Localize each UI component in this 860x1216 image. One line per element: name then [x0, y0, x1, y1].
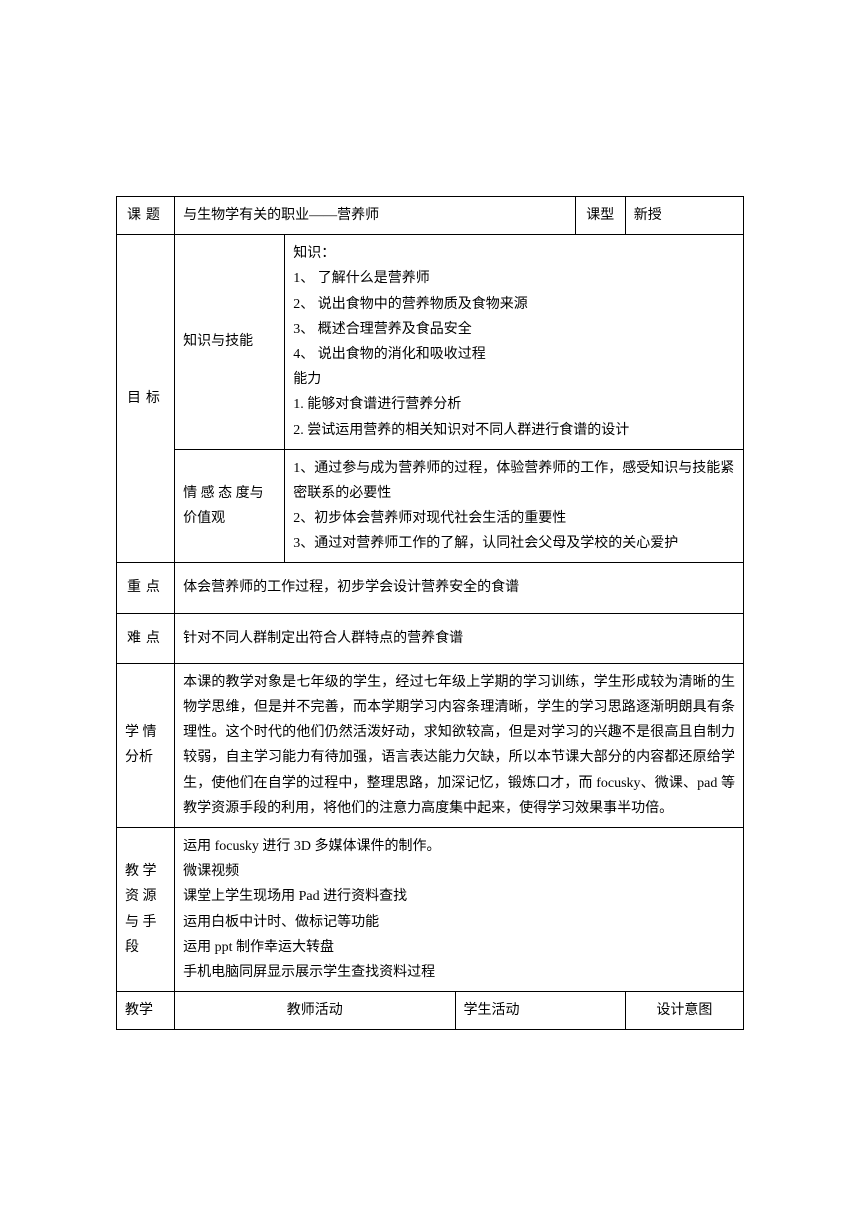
- k1: 1、 了解什么是营养师: [293, 266, 735, 291]
- a2: 2. 尝试运用营养的相关知识对不同人群进行食谱的设计: [293, 418, 735, 443]
- keypoint-label: 重点: [117, 563, 175, 613]
- r6: 手机电脑同屏显示展示学生查找资料过程: [183, 960, 735, 985]
- analysis-label: 学 情分析: [117, 663, 175, 827]
- ability-label: 能力: [293, 367, 735, 392]
- keypoint-content: 体会营养师的工作过程，初步学会设计营养安全的食谱: [175, 563, 744, 613]
- knowledge-label: 知识：: [293, 241, 735, 266]
- difficulty-label: 难点: [117, 613, 175, 663]
- knowledge-skill-content: 知识： 1、 了解什么是营养师 2、 说出食物中的营养物质及食物来源 3、 概述…: [285, 235, 744, 450]
- topic-value: 与生物学有关的职业——营养师: [175, 197, 576, 235]
- type-value: 新授: [625, 197, 743, 235]
- k4: 4、 说出食物的消化和吸收过程: [293, 342, 735, 367]
- teaching-label: 教学: [117, 992, 175, 1030]
- type-label: 课型: [575, 197, 625, 235]
- r3: 课堂上学生现场用 Pad 进行资料查找: [183, 884, 735, 909]
- values-header: 情 感 态 度与价值观: [175, 449, 285, 563]
- knowledge-skill-header: 知识与技能: [175, 235, 285, 450]
- analysis-content: 本课的教学对象是七年级的学生，经过七年级上学期的学习训练，学生形成较为清晰的生物…: [175, 663, 744, 827]
- teacher-activity-header: 教师活动: [175, 992, 455, 1030]
- resources-content: 运用 focusky 进行 3D 多媒体课件的制作。 微课视频 课堂上学生现场用…: [175, 827, 744, 991]
- r5: 运用 ppt 制作幸运大转盘: [183, 935, 735, 960]
- resources-label: 教 学资 源与 手段: [117, 827, 175, 991]
- student-activity-header: 学生活动: [455, 992, 625, 1030]
- values-content: 1、通过参与成为营养师的过程，体验营养师的工作，感受知识与技能紧密联系的必要性 …: [285, 449, 744, 563]
- design-intent-header: 设计意图: [625, 992, 743, 1030]
- lesson-plan-table: 课题 与生物学有关的职业——营养师 课型 新授 目标 知识与技能 知识： 1、 …: [116, 196, 744, 1030]
- k3: 3、 概述合理营养及食品安全: [293, 317, 735, 342]
- k2: 2、 说出食物中的营养物质及食物来源: [293, 292, 735, 317]
- table-row: 教学 教师活动 学生活动 设计意图: [117, 992, 744, 1030]
- table-row: 情 感 态 度与价值观 1、通过参与成为营养师的过程，体验营养师的工作，感受知识…: [117, 449, 744, 563]
- table-row: 重点 体会营养师的工作过程，初步学会设计营养安全的食谱: [117, 563, 744, 613]
- table-row: 课题 与生物学有关的职业——营养师 课型 新授: [117, 197, 744, 235]
- table-row: 难点 针对不同人群制定出符合人群特点的营养食谱: [117, 613, 744, 663]
- v3: 3、通过对营养师工作的了解，认同社会父母及学校的关心爱护: [293, 531, 735, 556]
- r4: 运用白板中计时、做标记等功能: [183, 910, 735, 935]
- r2: 微课视频: [183, 859, 735, 884]
- v2: 2、初步体会营养师对现代社会生活的重要性: [293, 506, 735, 531]
- objectives-label: 目标: [117, 235, 175, 563]
- r1: 运用 focusky 进行 3D 多媒体课件的制作。: [183, 834, 735, 859]
- table-row: 教 学资 源与 手段 运用 focusky 进行 3D 多媒体课件的制作。 微课…: [117, 827, 744, 991]
- topic-label: 课题: [117, 197, 175, 235]
- table-row: 目标 知识与技能 知识： 1、 了解什么是营养师 2、 说出食物中的营养物质及食…: [117, 235, 744, 450]
- difficulty-content: 针对不同人群制定出符合人群特点的营养食谱: [175, 613, 744, 663]
- a1: 1. 能够对食谱进行营养分析: [293, 392, 735, 417]
- v1: 1、通过参与成为营养师的过程，体验营养师的工作，感受知识与技能紧密联系的必要性: [293, 456, 735, 506]
- table-row: 学 情分析 本课的教学对象是七年级的学生，经过七年级上学期的学习训练，学生形成较…: [117, 663, 744, 827]
